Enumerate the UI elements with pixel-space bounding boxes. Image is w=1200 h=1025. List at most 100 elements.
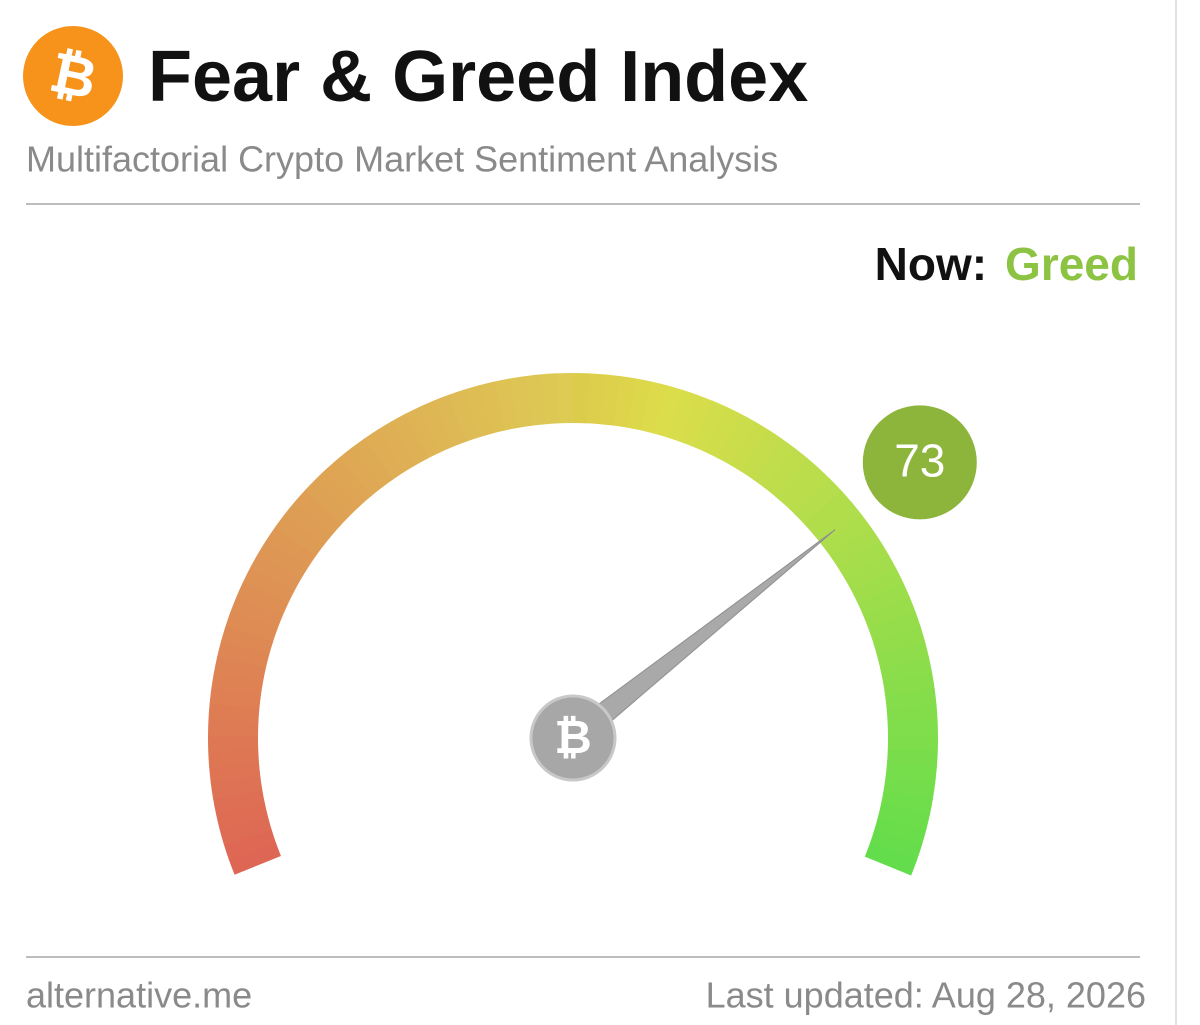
gauge-track [774, 457, 820, 506]
gauge-track [705, 406, 742, 459]
gauge-track [680, 394, 713, 448]
gauge-track [882, 672, 935, 696]
gauge-track [692, 400, 728, 453]
gauge-track [883, 776, 936, 800]
gauge-track [351, 437, 394, 488]
gauge-track [752, 438, 795, 489]
gauge-track [405, 406, 442, 459]
gauge-track [377, 421, 417, 472]
gauge-track [364, 429, 406, 480]
gauge-track [242, 567, 295, 604]
gauge-track [627, 378, 653, 431]
gauge-track [654, 385, 684, 438]
gauge-track [209, 687, 262, 709]
value-badge [862, 405, 977, 520]
gauge-track [880, 790, 933, 815]
gauge-track [784, 468, 831, 516]
gauge-track [220, 625, 274, 655]
subtitle: Multifactorial Crypto Market Sentiment A… [26, 139, 778, 180]
gauge-track [830, 527, 881, 569]
gauge: ₿ 73 [208, 373, 977, 876]
status-label: Now: [875, 238, 987, 290]
gauge-track [729, 421, 770, 473]
gauge-track [640, 381, 668, 434]
status: Now: Greed [875, 238, 1138, 290]
gauge-track [463, 385, 493, 438]
gauge-track [886, 703, 938, 723]
gauge-track [274, 513, 325, 557]
gauge-track [208, 748, 260, 768]
gauge-track [236, 581, 289, 617]
gauge-track [804, 490, 853, 536]
gauge-track [876, 641, 930, 669]
gauge-track [494, 378, 520, 431]
gauge-track [763, 447, 808, 497]
gauge-track [257, 539, 309, 580]
gauge-track [210, 775, 263, 799]
needle-hub-glyph: ₿ [554, 711, 592, 763]
gauge-track [294, 489, 343, 535]
gauge-track [208, 703, 260, 723]
gauge-track [213, 656, 267, 682]
gauge-track [886, 749, 938, 768]
gauge-track [304, 478, 352, 525]
gauge-track [586, 373, 606, 425]
gauge-track [885, 688, 937, 710]
bitcoin-logo [23, 26, 123, 126]
status-value: Greed [1005, 238, 1138, 290]
gauge-track [600, 374, 622, 426]
gauge-track [667, 389, 699, 443]
gauge-track [284, 501, 334, 546]
gauge-track [219, 816, 272, 845]
gauge-track [225, 610, 278, 642]
gauge-track [813, 502, 863, 546]
gauge-track [223, 829, 277, 860]
gauge-track [880, 656, 933, 683]
gauge-track [864, 843, 918, 876]
gauge-track [885, 763, 937, 784]
gauge-track [872, 626, 926, 656]
gauge-track [215, 802, 269, 830]
gauge-track [877, 803, 930, 831]
gauge-track [315, 467, 362, 515]
needle-hub [529, 694, 617, 782]
title: Fear & Greed Index [148, 37, 808, 117]
gauge-track [525, 374, 547, 426]
gauge-track [212, 789, 265, 815]
last-updated: Last updated: Aug 28, 2026 [706, 975, 1146, 1016]
gauge-track [266, 526, 317, 568]
gauge-track [717, 413, 756, 466]
gauge-track [863, 596, 916, 630]
gauge-track [613, 376, 637, 428]
gauge-track [327, 457, 372, 506]
gauge-track [869, 830, 923, 861]
gauge-track [419, 400, 454, 453]
gauge-track [851, 567, 904, 605]
gauge-track [478, 381, 506, 434]
gauge-track [844, 554, 897, 592]
gauge-track [391, 413, 429, 465]
source: alternative.me [26, 975, 252, 1016]
gauge-track [448, 389, 480, 442]
value-label: 73 [894, 435, 945, 487]
gauge-track [433, 394, 467, 447]
gauge-track [209, 762, 261, 783]
gauge-track [339, 447, 383, 497]
gauge-track [857, 582, 910, 617]
gauge-track [868, 611, 921, 643]
gauge-track [228, 842, 281, 875]
gauge-track [741, 429, 783, 480]
gauge-track [230, 595, 283, 629]
gauge-track [211, 671, 264, 696]
gauge-track [217, 640, 270, 669]
gauge-track [509, 375, 533, 428]
gauge-track [794, 479, 842, 525]
gauge-track [250, 553, 302, 592]
gauge-track [837, 540, 889, 580]
gauge-track [541, 373, 561, 425]
gauge-track [822, 514, 872, 557]
gauge-track [873, 816, 927, 846]
